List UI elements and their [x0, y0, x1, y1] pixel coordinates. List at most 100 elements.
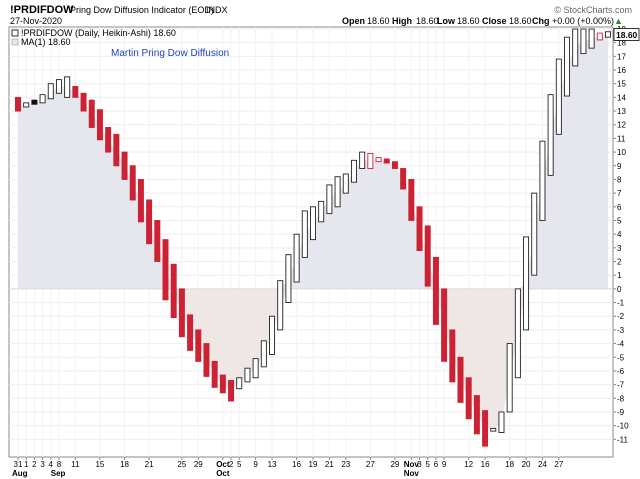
candle	[359, 151, 366, 169]
y-tick-label: 3	[617, 244, 622, 253]
last-value-badge	[613, 28, 640, 41]
close-value: 18.60	[509, 16, 532, 26]
legend-main: !PRDIFDOW (Daily, Heikin-Ashi) 18.60	[21, 28, 176, 38]
x-tick-label: 29	[390, 460, 399, 469]
candle	[105, 127, 112, 153]
x-tick-label: 3	[40, 460, 45, 469]
candle	[293, 233, 300, 283]
y-tick-label: 5	[617, 216, 622, 225]
x-tick-label: 16	[292, 460, 301, 469]
y-tick-label: 10	[617, 148, 626, 157]
x-tick-label: 18	[120, 460, 129, 469]
candle	[162, 239, 169, 301]
y-axis: -11-10-9-8-7-6-5-4-3-2-10123456789101112…	[613, 25, 640, 444]
candles	[15, 28, 611, 447]
open-label: Open	[342, 16, 365, 26]
x-tick-label: 27	[366, 460, 375, 469]
candle	[334, 176, 341, 208]
x-tick-label: 21	[145, 460, 154, 469]
candle	[473, 395, 480, 435]
y-tick-label: -9	[617, 408, 625, 417]
y-tick-label: 16	[617, 66, 626, 75]
x-tick-label: 9	[253, 460, 258, 469]
y-tick-label: 9	[617, 162, 622, 171]
candle	[23, 102, 30, 108]
candle	[72, 85, 79, 98]
y-tick-label: -10	[617, 422, 629, 431]
chg-value: +0.00 (+0.00%)	[552, 16, 614, 26]
chg-arrow-icon: ▲	[614, 16, 623, 26]
legend-ma: MA(1) 18.60	[21, 37, 71, 47]
x-tick-label: 11	[71, 460, 80, 469]
candle	[301, 210, 308, 258]
candle	[416, 206, 423, 252]
candle	[506, 343, 513, 413]
candle	[342, 173, 349, 194]
chart-symbol: !PRDIFDOW	[10, 4, 74, 16]
month-label: Oct	[216, 469, 230, 478]
candle	[146, 199, 153, 245]
y-tick-label: -5	[617, 353, 625, 362]
candle	[424, 225, 431, 287]
candle	[531, 192, 538, 276]
x-tick-label: 5	[237, 460, 242, 469]
x-tick-label: 27	[554, 460, 563, 469]
legend-swatch-main	[11, 29, 19, 37]
y-tick-label: 2	[617, 258, 622, 267]
candle	[195, 329, 202, 362]
x-tick-label: Oct	[216, 460, 230, 469]
x-tick-label: 9	[442, 460, 447, 469]
ohlc-readout: Open 18.60 High 18.60 Low 18.60 Close 18…	[342, 16, 623, 26]
candle	[121, 151, 128, 180]
candle	[318, 200, 325, 223]
candle	[555, 58, 562, 135]
open-value: 18.60	[367, 16, 390, 26]
x-tick-label: 25	[177, 460, 186, 469]
candle	[96, 109, 103, 141]
y-tick-label: 13	[617, 107, 626, 116]
candle	[277, 280, 284, 331]
candle	[260, 340, 267, 368]
candle	[391, 161, 398, 169]
y-tick-label: 11	[617, 134, 626, 143]
y-tick-label: 14	[617, 93, 626, 102]
candle	[326, 184, 333, 215]
candle	[482, 410, 489, 447]
candle	[269, 315, 276, 355]
candle	[588, 28, 595, 49]
candle	[203, 343, 210, 377]
candle	[219, 374, 226, 394]
candle	[596, 32, 603, 41]
x-tick-label: 6	[434, 460, 439, 469]
candle	[547, 94, 554, 176]
x-tick-label: 4	[49, 460, 54, 469]
x-tick-label: Nov	[404, 460, 420, 469]
candle	[154, 220, 161, 262]
month-label: Nov	[404, 469, 420, 478]
x-tick-label: 20	[522, 460, 531, 469]
y-tick-label: -3	[617, 326, 625, 335]
candle	[211, 360, 218, 388]
x-tick-label: 24	[538, 460, 547, 469]
y-tick-label: -6	[617, 367, 625, 376]
candle	[432, 256, 439, 325]
candle	[170, 263, 177, 319]
close-label: Close	[482, 16, 507, 26]
legend-swatch-ma	[11, 38, 19, 46]
candle	[178, 288, 185, 338]
candle	[580, 28, 587, 55]
candle	[498, 411, 505, 433]
x-tick-label: 12	[464, 460, 473, 469]
candle	[400, 168, 407, 190]
candle	[539, 140, 546, 221]
legend: !PRDIFDOW (Daily, Heikin-Ashi) 18.60 MA(…	[11, 28, 176, 47]
low-value: 18.60	[457, 16, 480, 26]
watermark: © StockCharts.com	[554, 5, 632, 15]
candle	[15, 96, 21, 112]
candle	[129, 165, 136, 201]
x-tick-label: 5	[425, 460, 430, 469]
candle	[514, 288, 521, 379]
y-tick-label: -4	[617, 340, 625, 349]
candle	[88, 99, 95, 128]
